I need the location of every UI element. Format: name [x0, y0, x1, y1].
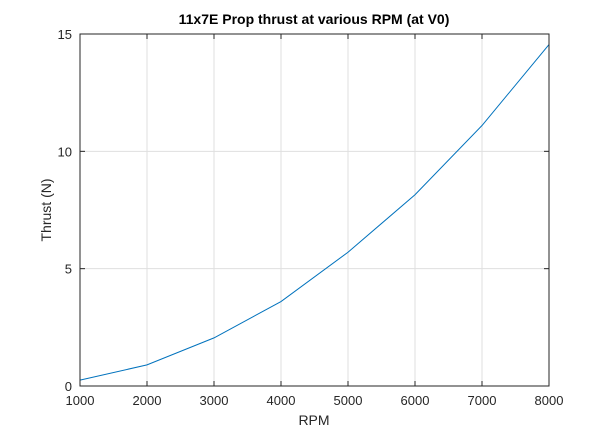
x-tick-label: 5000: [334, 393, 363, 408]
y-tick-label: 15: [58, 27, 72, 42]
y-tick-label: 10: [58, 144, 72, 159]
x-tick-label: 2000: [133, 393, 162, 408]
y-tick-label: 0: [65, 379, 72, 394]
x-tick-label: 8000: [535, 393, 564, 408]
x-tick-label: 7000: [468, 393, 497, 408]
y-tick-label: 5: [65, 262, 72, 277]
x-tick-label: 6000: [401, 393, 430, 408]
axes-box: [79, 33, 550, 387]
series-line: [79, 44, 550, 381]
x-tick-label: 3000: [200, 393, 229, 408]
y-axis-ticks: 0 5 10 15: [58, 27, 549, 394]
chart-title: 11x7E Prop thrust at various RPM (at V0): [179, 11, 450, 27]
y-axis-label: Thrust (N): [38, 179, 54, 242]
x-tick-label: 4000: [267, 393, 296, 408]
x-axis-ticks: 1000 2000 3000 4000 5000 6000 7000 8000: [66, 34, 564, 408]
x-axis-label: RPM: [298, 412, 329, 428]
plot-area: [80, 34, 549, 386]
x-tick-label: 1000: [66, 393, 95, 408]
